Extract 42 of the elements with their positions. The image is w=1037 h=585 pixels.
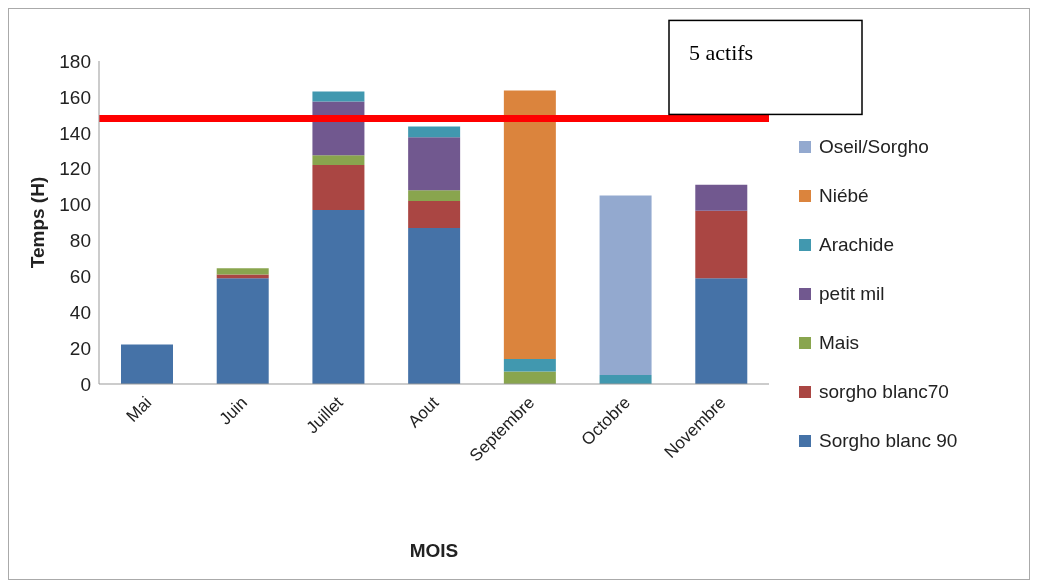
bar — [408, 227, 461, 384]
bar — [503, 90, 556, 359]
bar — [216, 278, 269, 384]
bar — [408, 200, 461, 228]
bar — [695, 210, 748, 279]
legend-label: Sorgho blanc 90 — [819, 430, 958, 452]
text-box: 5 actifs — [668, 19, 863, 116]
bar — [312, 209, 365, 384]
bar — [408, 190, 461, 201]
bar — [599, 195, 652, 376]
y-tick-label: 80 — [69, 230, 91, 252]
bar — [408, 126, 461, 138]
bar — [695, 184, 748, 211]
bar — [216, 268, 269, 275]
bar — [121, 344, 173, 384]
y-tick-label: 40 — [69, 301, 91, 323]
legend-label: Niébé — [819, 185, 869, 207]
x-tick-label: Mai — [122, 393, 156, 426]
legend-label: Arachide — [819, 234, 894, 256]
bar — [312, 165, 365, 210]
bar — [312, 91, 365, 102]
bar — [503, 371, 556, 384]
legend-label: petit mil — [819, 283, 885, 305]
x-axis-title: MOIS — [409, 540, 459, 561]
y-tick-label: 140 — [59, 122, 91, 144]
y-axis-title: Temps (H) — [26, 176, 48, 269]
legend-label: Oseil/Sorgho — [819, 136, 929, 158]
y-tick-label: 100 — [59, 194, 91, 216]
y-tick-label: 120 — [59, 158, 91, 180]
y-tick-label: 20 — [69, 337, 91, 359]
bar — [312, 155, 365, 166]
y-tick-label: 0 — [80, 373, 91, 395]
legend-label: sorgho blanc70 — [819, 381, 949, 403]
y-tick-label: 160 — [59, 86, 91, 108]
x-tick-label: Juin — [215, 393, 252, 429]
bar — [695, 278, 748, 384]
bar — [503, 358, 556, 372]
y-tick-label: 60 — [69, 266, 91, 288]
bar — [408, 137, 461, 191]
ref-line-label: 5 actifs — [689, 40, 754, 66]
legend-label: Mais — [819, 332, 860, 354]
y-tick-label: 180 — [59, 50, 91, 72]
